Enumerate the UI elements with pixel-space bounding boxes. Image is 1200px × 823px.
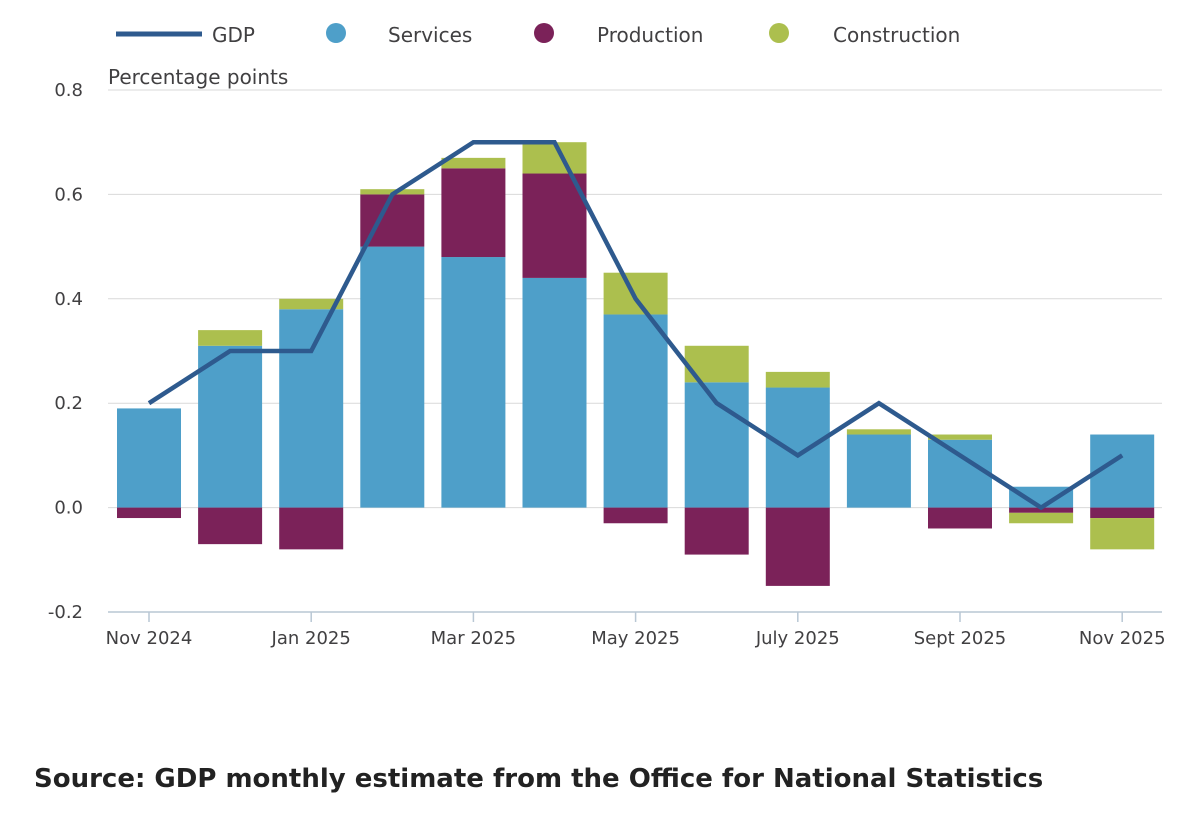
x-tick-label: Jan 2025 (271, 628, 351, 649)
source-note: Source: GDP monthly estimate from the Of… (34, 764, 1044, 794)
x-tick-label: May 2025 (591, 628, 680, 649)
bar-construction-apr-2025 (522, 142, 587, 174)
gdp-line (147, 139, 1124, 511)
x-tick-label: July 2025 (755, 628, 840, 649)
bar-construction-july-2025 (765, 371, 830, 388)
legend-gdp-label: GDP (212, 23, 255, 47)
bar-construction-may-2025 (603, 272, 668, 315)
bar-services-may-2025 (603, 314, 668, 508)
bar-services-mar-2025 (441, 257, 506, 508)
bar-services-oct-2025 (1009, 486, 1074, 508)
bar-production-may-2025 (603, 507, 668, 524)
chart: GDP Services Production Construction Per… (48, 23, 1166, 649)
bar-services-jan-2025 (279, 309, 344, 508)
bar-services-dec-2024 (198, 345, 263, 508)
y-tick-label: 0.6 (54, 184, 83, 205)
bar-services-apr-2025 (522, 277, 587, 508)
y-tick-label: 0.8 (54, 80, 83, 101)
bar-production-jan-2025 (279, 507, 344, 550)
legend-services-label: Services (388, 23, 472, 47)
bar-construction-nov-2025 (1090, 518, 1155, 550)
legend-construction-swatch (769, 23, 789, 43)
bar-production-jun-2025 (684, 507, 749, 555)
bar-production-sept-2025 (928, 507, 992, 529)
bar-services-feb-2025 (360, 246, 425, 508)
bar-services-july-2025 (765, 387, 830, 508)
bar-services-nov-2024 (117, 408, 181, 508)
bar-construction-jan-2025 (279, 298, 344, 310)
bar-construction-aug-2025 (846, 429, 911, 435)
x-tick-label: Mar 2025 (431, 628, 517, 649)
y-tick-label: -0.2 (48, 602, 83, 623)
legend-production-label: Production (597, 23, 703, 47)
bar-construction-mar-2025 (441, 157, 506, 169)
legend-services-swatch (326, 23, 346, 43)
y-tick-label: 0.4 (54, 289, 83, 310)
y-tick-label: 0.0 (54, 498, 83, 519)
y-tick-label: 0.2 (54, 393, 83, 414)
y-axis-unit-label: Percentage points (108, 65, 288, 89)
x-tick-label: Nov 2025 (1079, 628, 1166, 649)
bar-production-july-2025 (765, 507, 830, 586)
bar-production-apr-2025 (522, 173, 587, 278)
bar-production-nov-2025 (1090, 507, 1155, 519)
bar-production-mar-2025 (441, 168, 506, 258)
bar-services-aug-2025 (846, 434, 911, 508)
bars (117, 142, 1155, 586)
bar-construction-dec-2024 (198, 330, 263, 346)
bar-services-sept-2025 (928, 439, 992, 508)
x-axis: Nov 2024 Jan 2025 Mar 2025 May 2025 July 202… (106, 612, 1166, 649)
bar-construction-oct-2025 (1009, 512, 1074, 524)
legend: GDP Services Production Construction (116, 23, 960, 47)
bar-production-dec-2024 (198, 507, 263, 545)
gdp-line-group (147, 139, 1124, 511)
y-axis-ticks: -0.2 0.0 0.2 0.4 0.6 0.8 (48, 80, 83, 623)
x-tick-label: Sept 2025 (914, 628, 1007, 649)
x-tick-label: Nov 2024 (106, 628, 193, 649)
bar-construction-sept-2025 (928, 434, 992, 440)
legend-production-swatch (534, 23, 554, 43)
bar-production-nov-2024 (117, 507, 181, 519)
legend-construction-label: Construction (833, 23, 960, 47)
